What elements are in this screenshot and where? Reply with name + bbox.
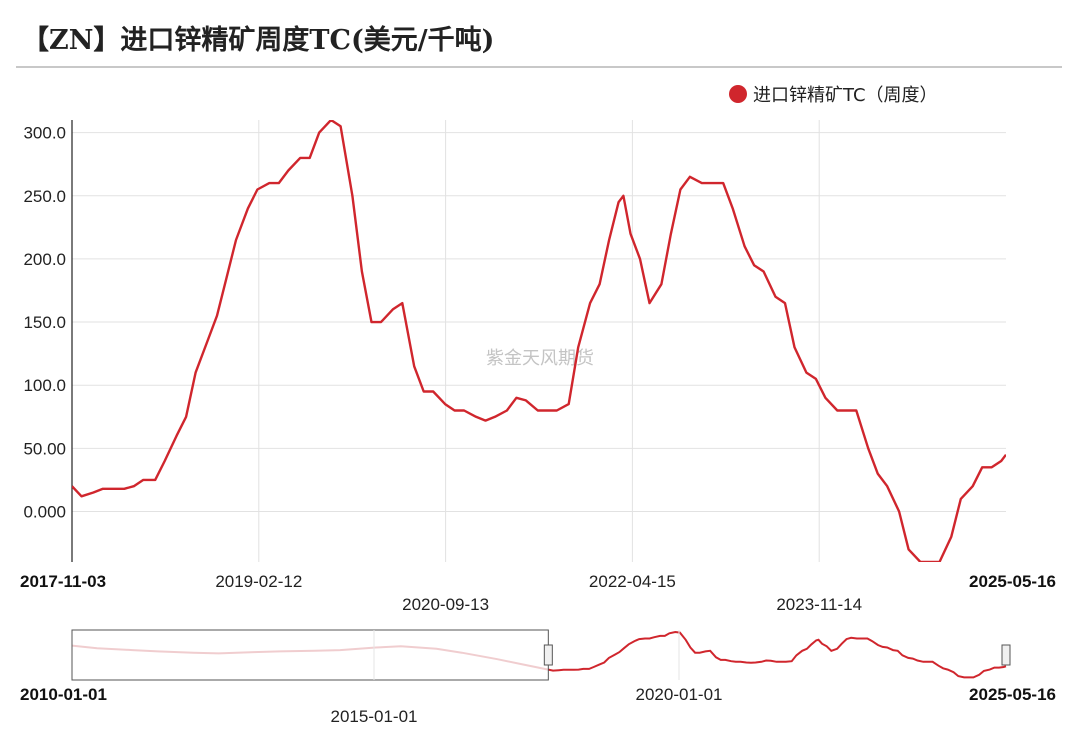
navigator-history-line: [71, 644, 549, 671]
legend-marker[interactable]: [729, 85, 747, 103]
range-navigator[interactable]: 2010-01-01 2015-01-01 2020-01-01 2025-05-16: [20, 629, 1056, 726]
y-tick-label: 150.0: [23, 313, 66, 332]
x-tick-label: 2019-02-12: [215, 572, 302, 591]
title-divider: [16, 66, 1062, 68]
x-tick-label: 2020-09-13: [402, 595, 489, 614]
navigator-tick-label: 2025-05-16: [969, 685, 1056, 704]
navigator-tick-label: 2015-01-01: [331, 707, 418, 726]
watermark: 紫金天风期货: [486, 348, 594, 369]
legend-label[interactable]: 进口锌精矿TC（周度）: [753, 85, 938, 106]
navigator-series-line: [548, 630, 1007, 679]
series-line: [72, 120, 1006, 562]
x-tick-label: 2017-11-03: [20, 572, 106, 591]
navigator-handle-right[interactable]: [1001, 644, 1011, 666]
grid-lines: [72, 120, 1006, 562]
x-tick-label: 2022-04-15: [589, 572, 676, 591]
y-tick-label: 250.0: [23, 187, 66, 206]
y-tick-label: 200.0: [23, 250, 66, 269]
y-tick-label: 50.00: [23, 439, 66, 458]
navigator-tick-label: 2020-01-01: [636, 685, 723, 704]
x-tick-label: 2025-05-16: [969, 572, 1056, 591]
y-tick-label: 0.000: [23, 502, 66, 521]
page-title: 【ZN】进口锌精矿周度TC(美元/千吨): [22, 25, 495, 56]
legend[interactable]: 进口锌精矿TC（周度）: [729, 85, 938, 106]
navigator-window[interactable]: [71, 629, 549, 681]
navigator-handle-left[interactable]: [543, 644, 553, 666]
series-layer: [72, 120, 1006, 562]
axes: 300.0 250.0 200.0 150.0 100.0 50.00 0.000 2017-…: [20, 120, 1056, 614]
y-tick-label: 100.0: [23, 376, 66, 395]
y-tick-label: 300.0: [23, 124, 66, 143]
x-tick-label: 2023-11-14: [776, 595, 862, 614]
navigator-tick-label: 2010-01-01: [20, 685, 107, 704]
